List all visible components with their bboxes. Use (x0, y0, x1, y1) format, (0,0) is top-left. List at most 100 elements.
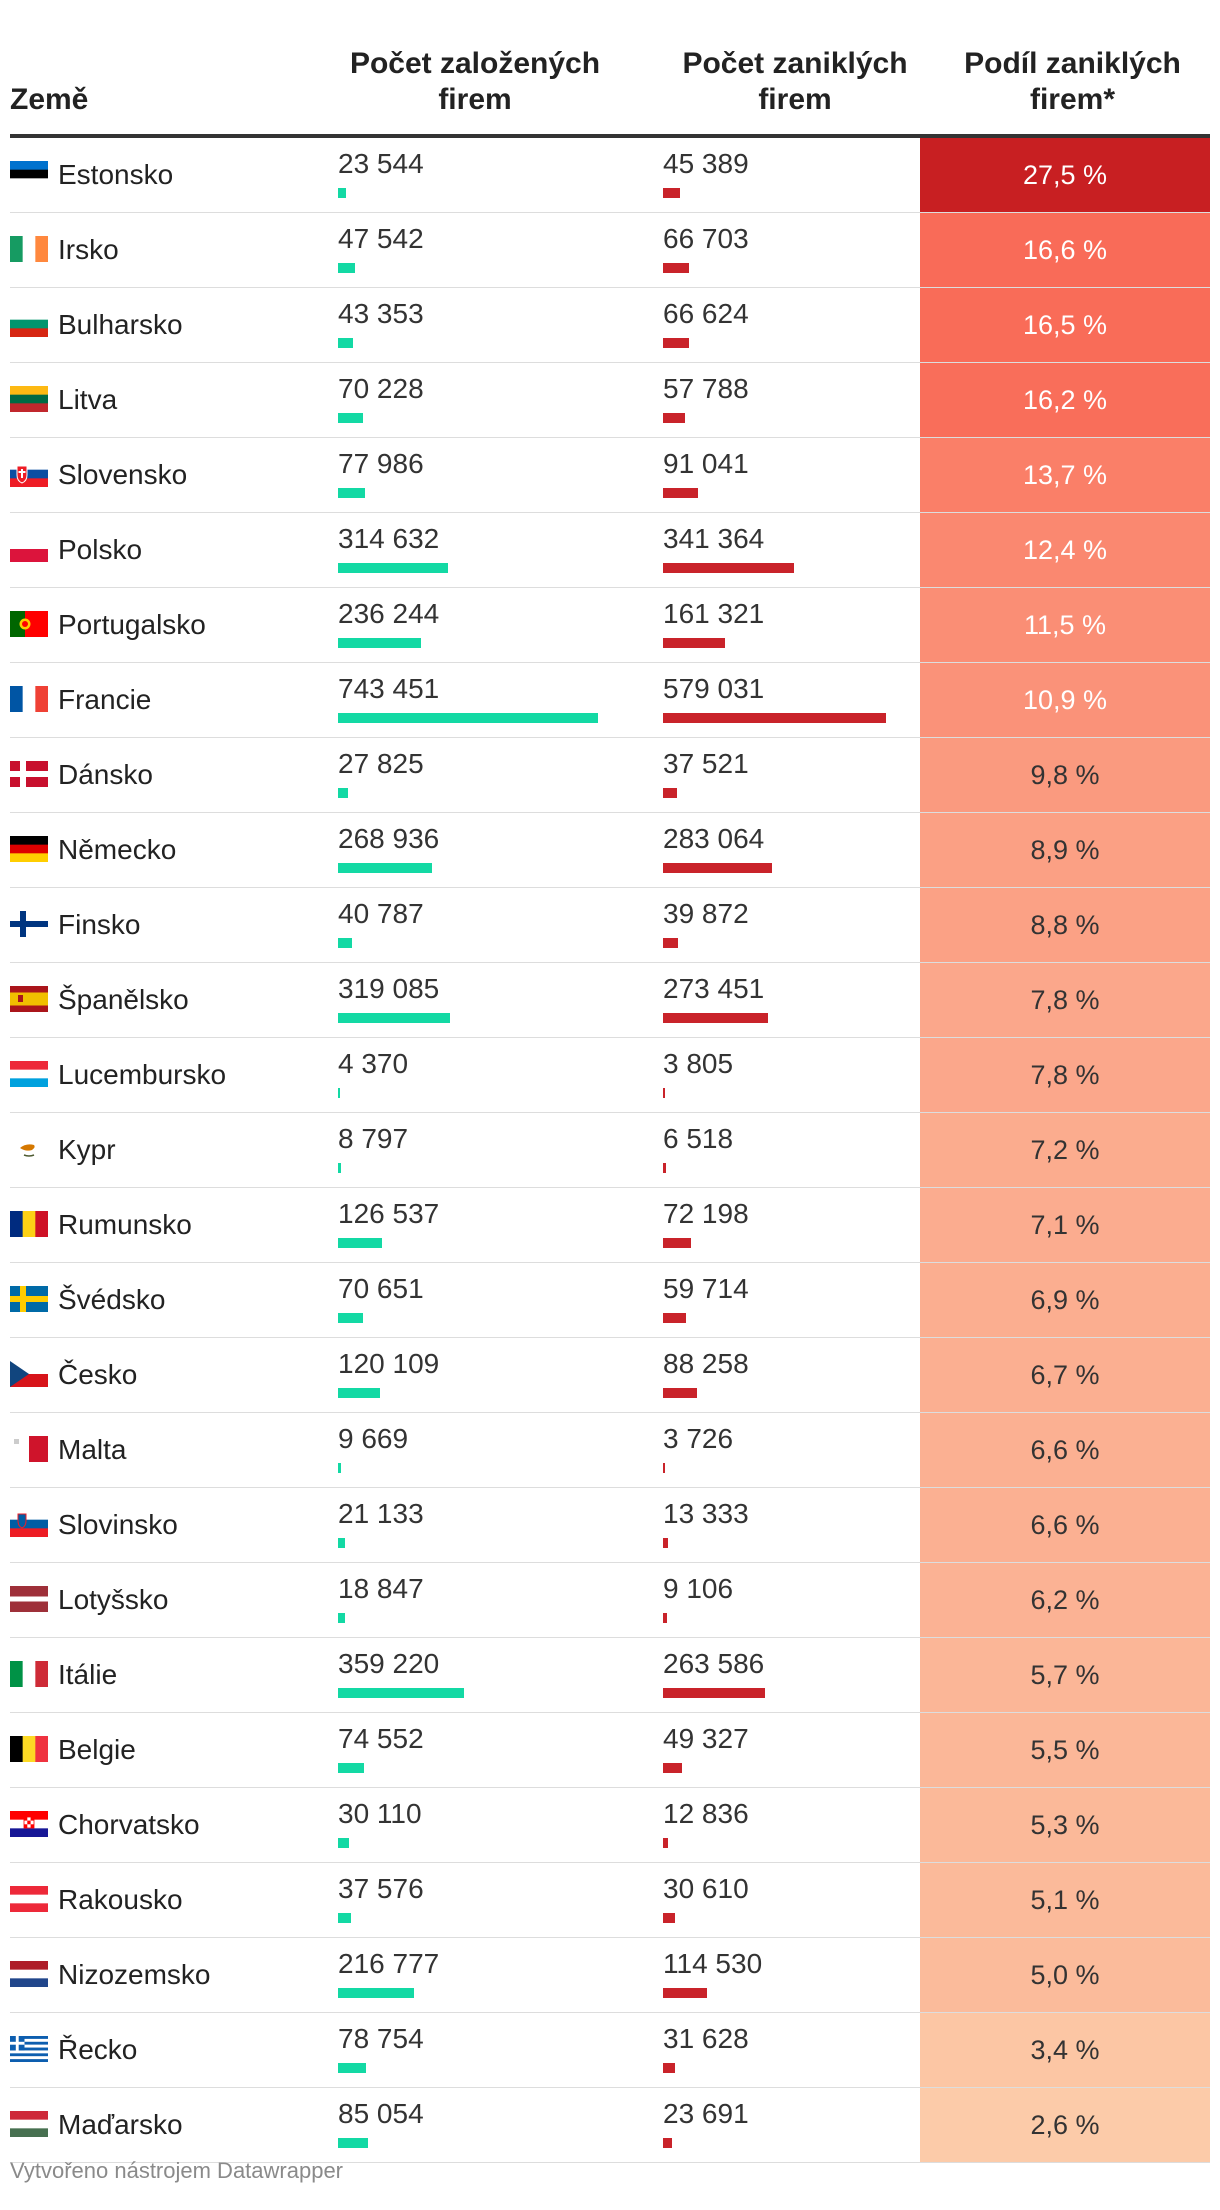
share-cell: 6,6 % (920, 1413, 1210, 1487)
closed-bar (663, 263, 689, 273)
closed-value: 66 624 (663, 298, 749, 329)
flag-lithuania-icon (10, 386, 48, 412)
closed-bar (663, 788, 678, 798)
founded-bar (338, 338, 354, 348)
flag-netherlands-icon (10, 1961, 48, 1987)
country-name: Kypr (58, 1134, 116, 1165)
share-cell: 9,8 % (920, 738, 1210, 812)
country-name: Irsko (58, 234, 119, 265)
table-row: 2,6 % Maďarsko 85 054 23 691 (10, 2088, 1210, 2163)
closed-bar (663, 1538, 669, 1548)
closed-bar (663, 938, 679, 948)
table-row: 7,2 % Kypr 8 797 6 518 (10, 1113, 1210, 1188)
closed-value: 45 389 (663, 148, 749, 179)
country-name: Řecko (58, 2034, 138, 2065)
flag-bulgaria-icon (10, 311, 48, 337)
country-name: Estonsko (58, 159, 174, 190)
founded-value: 319 085 (338, 973, 440, 1004)
table-row: 10,9 % Francie 743 451 579 031 (10, 663, 1210, 738)
table-row: 6,9 % Švédsko 70 651 59 714 (10, 1263, 1210, 1338)
flag-romania-icon (10, 1211, 48, 1237)
country-name: Francie (58, 684, 152, 715)
closed-bar (663, 1163, 666, 1173)
founded-bar (338, 638, 421, 648)
closed-value: 273 451 (663, 973, 765, 1004)
closed-value: 30 610 (663, 1873, 749, 1904)
table-row: 8,9 % Německo 268 936 283 064 (10, 813, 1210, 888)
closed-bar (663, 1388, 697, 1398)
closed-bar (663, 2138, 673, 2148)
closed-value: 91 041 (663, 448, 749, 479)
founded-value: 27 825 (338, 748, 424, 779)
flag-slovakia-icon (10, 461, 48, 487)
header-closed[interactable]: Počet zaniklých firem (682, 47, 908, 116)
founded-bar (338, 1313, 363, 1323)
header-country[interactable]: Země (10, 83, 89, 116)
founded-value: 314 632 (338, 523, 440, 554)
flag-italy-icon (10, 1661, 48, 1687)
founded-bar (338, 1688, 464, 1698)
closed-bar (663, 1238, 691, 1248)
country-name: Maďarsko (58, 2109, 183, 2140)
share-cell: 6,2 % (920, 1563, 1210, 1637)
flag-czechia-icon (10, 1361, 48, 1387)
share-cell: 6,7 % (920, 1338, 1210, 1412)
country-name: Dánsko (58, 759, 153, 790)
country-name: Malta (58, 1434, 127, 1465)
table-row: 9,8 % Dánsko 27 825 37 521 (10, 738, 1210, 813)
founded-value: 40 787 (338, 898, 424, 929)
table-row: 5,1 % Rakousko 37 576 30 610 (10, 1863, 1210, 1938)
flag-sweden-icon (10, 1286, 48, 1312)
flag-luxembourg-icon (10, 1061, 48, 1087)
share-cell: 7,8 % (920, 1038, 1210, 1112)
founded-bar (338, 1613, 345, 1623)
closed-value: 9 106 (663, 1573, 734, 1604)
table-row: 5,7 % Itálie 359 220 263 586 (10, 1638, 1210, 1713)
founded-bar (338, 788, 348, 798)
flag-latvia-icon (10, 1586, 48, 1612)
founded-value: 216 777 (338, 1948, 440, 1979)
founded-value: 78 754 (338, 2023, 424, 2054)
share-cell: 8,8 % (920, 888, 1210, 962)
closed-value: 3 726 (663, 1423, 734, 1454)
table-row: 16,5 % Bulharsko 43 353 66 624 (10, 288, 1210, 363)
country-name: Chorvatsko (58, 1809, 200, 1840)
closed-value: 88 258 (663, 1348, 749, 1379)
table-row: 6,7 % Česko 120 109 88 258 (10, 1338, 1210, 1413)
country-name: Slovinsko (58, 1509, 178, 1540)
closed-bar (663, 413, 686, 423)
founded-value: 77 986 (338, 448, 424, 479)
share-cell: 6,9 % (920, 1263, 1210, 1337)
founded-bar (338, 1163, 342, 1173)
founded-bar (338, 188, 347, 198)
header-founded[interactable]: Počet založených firem (349, 47, 601, 116)
closed-bar (663, 1613, 667, 1623)
share-cell: 16,5 % (920, 288, 1210, 362)
share-cell: 6,6 % (920, 1488, 1210, 1562)
country-name: Finsko (58, 909, 141, 940)
share-cell: 13,7 % (920, 438, 1210, 512)
closed-bar (663, 488, 699, 498)
closed-value: 3 805 (663, 1048, 734, 1079)
share-cell: 10,9 % (920, 663, 1210, 737)
country-name: Rakousko (58, 1884, 183, 1915)
founded-bar (338, 1988, 414, 1998)
founded-bar (338, 1763, 365, 1773)
founded-value: 18 847 (338, 1573, 424, 1604)
table-body: 27,5 % Estonsko 23 544 45 389 16,6 % Irsko 47 … (10, 138, 1210, 2163)
share-cell: 7,8 % (920, 963, 1210, 1037)
table-row: 3,4 % Řecko 78 754 31 628 (10, 2013, 1210, 2088)
table-row: 6,6 % Malta 9 669 3 726 (10, 1413, 1210, 1488)
founded-value: 30 110 (338, 1798, 422, 1829)
header-share[interactable]: Podíl zaniklých firem* (964, 47, 1181, 116)
founded-value: 4 370 (338, 1048, 409, 1079)
flag-spain-icon (10, 986, 48, 1012)
table-row: 6,2 % Lotyšsko 18 847 9 106 (10, 1563, 1210, 1638)
founded-value: 37 576 (338, 1873, 424, 1904)
founded-value: 74 552 (338, 1723, 424, 1754)
closed-bar (663, 1688, 765, 1698)
closed-bar (663, 1013, 769, 1023)
closed-bar (663, 1088, 665, 1098)
closed-value: 579 031 (663, 673, 765, 704)
founded-value: 743 451 (338, 673, 440, 704)
